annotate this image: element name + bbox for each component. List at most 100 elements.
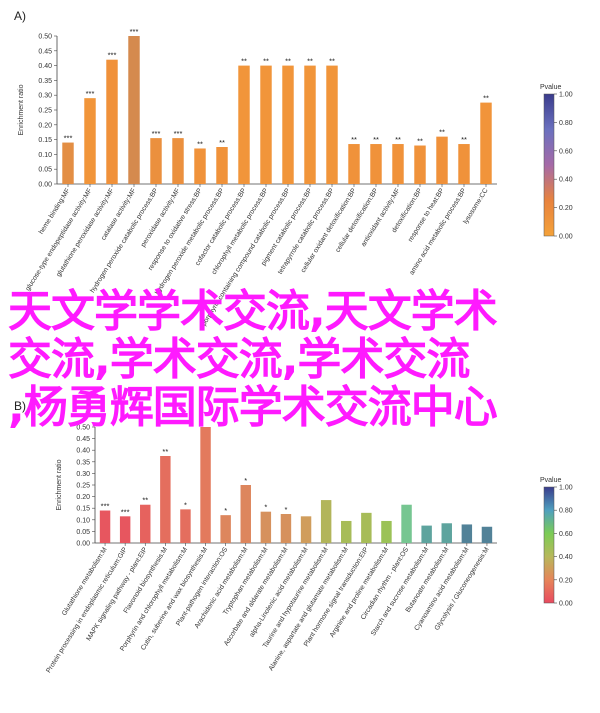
significance-label: **: [241, 57, 247, 66]
bar: [119, 516, 131, 543]
significance-label: ***: [174, 129, 183, 138]
legend-colorbar: [543, 486, 555, 604]
bar: [341, 520, 352, 543]
chart-panel-a: A) 0.00 0.05 0.10 0.15 0.20 0.25 0.30 0.35 0.40 0.…: [14, 9, 573, 327]
bar: [216, 147, 228, 184]
significance-label: ***: [86, 89, 95, 98]
bar: [194, 148, 206, 184]
bar: [106, 59, 118, 184]
y-tick-label: 0.10: [76, 517, 90, 524]
x-tick-label: antioxidant activity:MF: [360, 187, 402, 248]
significance-label: ***: [121, 507, 130, 516]
y-tick-label: 0.50: [76, 425, 90, 432]
legend-tick-label: 0.40: [559, 554, 573, 561]
legend-tick-label: 0.60: [559, 148, 573, 155]
bar: [381, 520, 392, 543]
legend-tick-label: 0.80: [559, 508, 573, 515]
y-tick-label: 0.50: [38, 34, 52, 41]
y-tick-label: 0.25: [76, 483, 90, 490]
significance-label: ***: [101, 502, 110, 511]
significance-label: **: [285, 57, 291, 66]
y-tick-label: 0.00: [38, 182, 52, 189]
bar: [458, 144, 470, 184]
y-tick-label: 0.05: [76, 529, 90, 536]
y-tick-label: 0.30: [76, 471, 90, 478]
y-tick-label: 0.15: [76, 506, 90, 513]
significance-label: ***: [64, 134, 73, 143]
legend-tick-label: 0.00: [559, 601, 573, 608]
significance-label: **: [219, 138, 225, 147]
bar: [220, 515, 231, 543]
y-tick-label: 0.20: [38, 122, 52, 129]
bar: [421, 525, 432, 543]
y-tick-label: 0.40: [38, 63, 52, 70]
y-tick-label: 0.35: [76, 459, 90, 466]
panel-label: A): [14, 9, 26, 23]
x-tick-label: Protein processing in endoplasmic reticu…: [45, 546, 129, 674]
bar: [392, 144, 404, 184]
bar: [200, 427, 211, 543]
watermark-line-3: ,杨勇辉国际学术交流中心: [8, 382, 498, 433]
significance-label: ***: [152, 129, 161, 138]
significance-label: **: [483, 94, 489, 103]
bar: [238, 65, 250, 184]
y-axis-label: Enrichment ratio: [18, 84, 25, 135]
bar: [282, 65, 294, 184]
watermark-line-1: 天文学学术交流,天文学术: [8, 286, 498, 337]
bar: [348, 144, 360, 184]
bar: [99, 510, 111, 543]
bar: [326, 65, 338, 184]
legend-tick-label: 0.40: [559, 177, 573, 184]
bar: [172, 138, 184, 184]
x-tick-label: peroxidase activity:MF: [140, 187, 182, 248]
significance-label: **: [373, 135, 379, 144]
x-tick-label: cellular detoxification:BP: [335, 187, 380, 254]
significance-label: ***: [130, 27, 139, 36]
significance-label: *: [224, 506, 227, 515]
legend-title: Pvalue: [540, 477, 562, 484]
significance-label: **: [263, 57, 269, 66]
legend-tick-label: 0.60: [559, 531, 573, 538]
bar: [401, 504, 412, 543]
significance-label: **: [351, 135, 357, 144]
watermark-line-2: 交流,学术交流,学术交流: [8, 334, 470, 385]
y-axis-label: Enrichment ratio: [56, 459, 63, 510]
bar: [260, 65, 272, 184]
bar: [304, 65, 316, 184]
bar: [140, 504, 151, 543]
y-tick-label: 0.20: [76, 494, 90, 501]
significance-label: *: [244, 476, 247, 485]
legend-tick-label: 1.00: [559, 92, 573, 99]
bar: [150, 138, 162, 184]
bar: [180, 509, 191, 543]
y-tick-label: 0.30: [38, 93, 52, 100]
significance-label: *: [184, 500, 187, 509]
bar: [414, 145, 426, 184]
y-tick-label: 0.45: [76, 436, 90, 443]
legend-tick-label: 0.20: [559, 205, 573, 212]
panel-label: B): [14, 399, 26, 413]
bar: [461, 524, 473, 543]
legend-colorbar: [543, 93, 555, 237]
legend-tick-label: 0.20: [559, 577, 573, 584]
significance-label: **: [439, 128, 445, 137]
bar: [436, 136, 448, 184]
significance-label: **: [329, 57, 335, 66]
bar: [481, 526, 493, 543]
bar: [160, 456, 171, 543]
legend-title: Pvalue: [540, 84, 562, 91]
bar: [300, 516, 312, 543]
bar: [84, 98, 96, 184]
y-tick-label: 0.35: [38, 78, 52, 85]
significance-label: **: [307, 57, 313, 66]
significance-label: **: [142, 496, 148, 505]
significance-label: **: [461, 135, 467, 144]
legend-tick-label: 0.00: [559, 234, 573, 241]
legend-tick-label: 0.80: [559, 120, 573, 127]
bar: [441, 523, 452, 543]
bar: [480, 102, 492, 184]
significance-label: **: [395, 135, 401, 144]
bar: [280, 514, 292, 543]
significance-label: ***: [108, 51, 117, 60]
